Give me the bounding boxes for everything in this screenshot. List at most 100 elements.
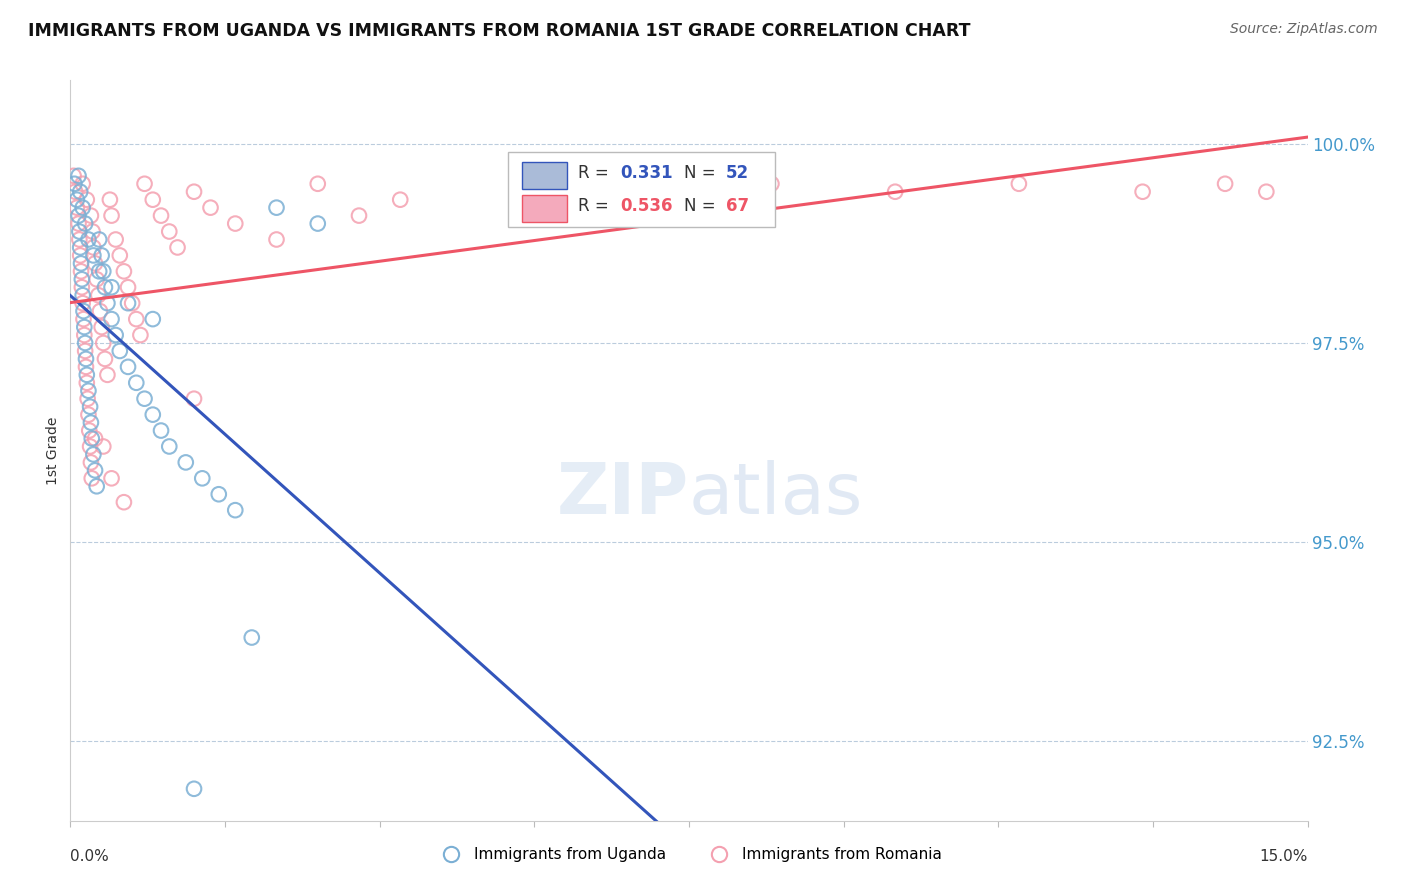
Point bbox=[134, 392, 156, 406]
Point bbox=[84, 432, 107, 446]
Point bbox=[89, 264, 111, 278]
Text: ZIP: ZIP bbox=[557, 460, 689, 529]
Point bbox=[157, 225, 180, 239]
Point bbox=[69, 248, 91, 262]
Point bbox=[77, 424, 100, 438]
Point bbox=[91, 336, 114, 351]
Point bbox=[90, 248, 112, 262]
Point bbox=[82, 447, 104, 461]
Text: Source: ZipAtlas.com: Source: ZipAtlas.com bbox=[1230, 22, 1378, 37]
Point bbox=[75, 336, 97, 351]
Point bbox=[117, 296, 139, 310]
Point bbox=[347, 209, 370, 223]
Point bbox=[75, 343, 97, 358]
Point bbox=[62, 169, 84, 183]
Point bbox=[89, 232, 111, 246]
Point bbox=[183, 781, 205, 796]
Text: N =: N = bbox=[683, 197, 721, 215]
Point bbox=[73, 320, 96, 334]
Point bbox=[67, 169, 90, 183]
Text: N =: N = bbox=[683, 164, 721, 182]
Point bbox=[75, 359, 97, 374]
Point bbox=[884, 185, 907, 199]
Point bbox=[84, 463, 107, 477]
Point bbox=[240, 631, 263, 645]
Point bbox=[112, 264, 135, 278]
Point bbox=[72, 296, 94, 310]
Point bbox=[134, 177, 156, 191]
Point bbox=[80, 471, 103, 485]
Point bbox=[208, 487, 231, 501]
Point bbox=[174, 455, 197, 469]
Point bbox=[104, 232, 127, 246]
Point bbox=[200, 201, 222, 215]
Point bbox=[142, 193, 165, 207]
Point bbox=[69, 240, 91, 254]
Point bbox=[1213, 177, 1236, 191]
Point bbox=[307, 177, 329, 191]
Point bbox=[70, 280, 93, 294]
Legend: Immigrants from Uganda, Immigrants from Romania: Immigrants from Uganda, Immigrants from … bbox=[430, 841, 948, 869]
Point bbox=[91, 440, 114, 454]
Point bbox=[75, 351, 97, 366]
Point bbox=[121, 296, 143, 310]
Point bbox=[66, 201, 89, 215]
Point bbox=[100, 471, 122, 485]
Point bbox=[82, 248, 104, 262]
Point bbox=[183, 185, 205, 199]
Point bbox=[77, 384, 100, 398]
Point bbox=[72, 177, 94, 191]
Point bbox=[79, 400, 101, 414]
Point bbox=[76, 392, 98, 406]
Point bbox=[76, 193, 98, 207]
Point bbox=[166, 240, 188, 254]
Point bbox=[94, 351, 117, 366]
Point bbox=[67, 217, 90, 231]
Point bbox=[70, 264, 93, 278]
Text: 15.0%: 15.0% bbox=[1260, 848, 1308, 863]
Point bbox=[1008, 177, 1031, 191]
Point bbox=[191, 471, 214, 485]
Point bbox=[75, 217, 97, 231]
Point bbox=[98, 193, 121, 207]
Text: 0.331: 0.331 bbox=[620, 164, 673, 182]
Point bbox=[66, 193, 89, 207]
Point bbox=[183, 392, 205, 406]
Point bbox=[76, 368, 98, 382]
Point bbox=[87, 288, 110, 302]
Point bbox=[157, 440, 180, 454]
Text: atlas: atlas bbox=[689, 460, 863, 529]
Point bbox=[513, 177, 536, 191]
Text: 0.0%: 0.0% bbox=[70, 848, 110, 863]
Point bbox=[100, 312, 122, 326]
Point bbox=[63, 177, 86, 191]
Text: IMMIGRANTS FROM UGANDA VS IMMIGRANTS FROM ROMANIA 1ST GRADE CORRELATION CHART: IMMIGRANTS FROM UGANDA VS IMMIGRANTS FRO… bbox=[28, 22, 970, 40]
Point bbox=[104, 328, 127, 343]
Point bbox=[67, 209, 90, 223]
Point bbox=[108, 248, 131, 262]
Point bbox=[266, 201, 288, 215]
Point bbox=[94, 280, 117, 294]
Point bbox=[96, 368, 118, 382]
Point bbox=[67, 225, 90, 239]
Point bbox=[142, 408, 165, 422]
Point bbox=[125, 312, 148, 326]
Point bbox=[80, 432, 103, 446]
Point bbox=[70, 256, 93, 270]
Text: 0.536: 0.536 bbox=[620, 197, 673, 215]
Point bbox=[65, 185, 87, 199]
Point bbox=[150, 209, 173, 223]
Text: 67: 67 bbox=[725, 197, 749, 215]
Text: R =: R = bbox=[578, 164, 614, 182]
Point bbox=[90, 320, 112, 334]
Point bbox=[637, 185, 659, 199]
Point bbox=[307, 217, 329, 231]
Point bbox=[266, 232, 288, 246]
Point bbox=[100, 280, 122, 294]
Point bbox=[70, 272, 93, 286]
Point bbox=[72, 304, 94, 318]
Point bbox=[72, 288, 94, 302]
Text: 52: 52 bbox=[725, 164, 749, 182]
Point bbox=[86, 479, 108, 493]
Point bbox=[80, 416, 103, 430]
